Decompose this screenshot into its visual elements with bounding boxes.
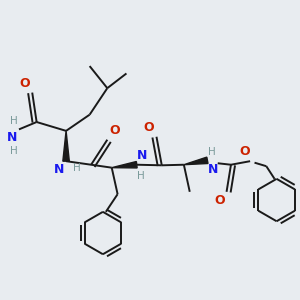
- Text: H: H: [10, 116, 17, 126]
- Text: N: N: [208, 163, 218, 176]
- Text: N: N: [7, 131, 17, 144]
- Text: H: H: [208, 147, 216, 157]
- Polygon shape: [184, 157, 208, 165]
- Text: O: O: [19, 77, 30, 90]
- Text: O: O: [214, 194, 225, 207]
- Text: O: O: [143, 121, 154, 134]
- Text: H: H: [137, 171, 145, 181]
- Text: H: H: [10, 146, 17, 156]
- Text: N: N: [137, 149, 148, 162]
- Polygon shape: [112, 161, 137, 168]
- Text: O: O: [110, 124, 120, 137]
- Text: O: O: [239, 145, 250, 158]
- Text: N: N: [54, 163, 64, 176]
- Polygon shape: [63, 131, 69, 161]
- Text: H: H: [74, 163, 81, 173]
